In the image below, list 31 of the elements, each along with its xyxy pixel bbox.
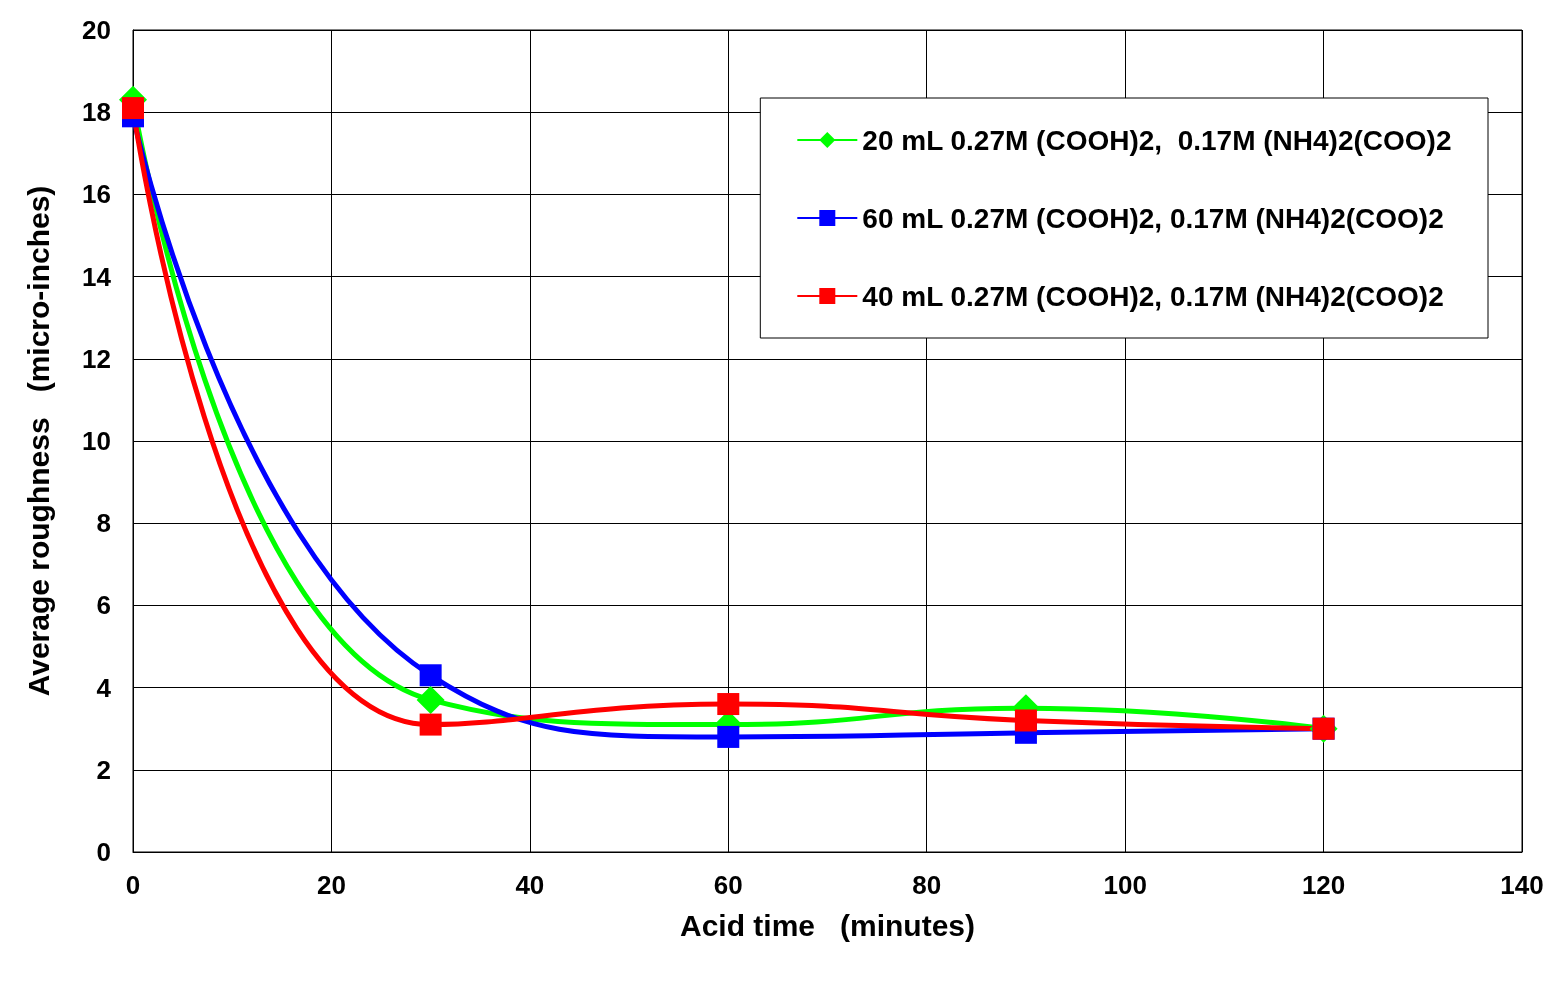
y-tick-label: 18 (82, 97, 111, 128)
point (717, 725, 740, 748)
x-tick-label: 40 (515, 870, 545, 900)
y-tick-label: 16 (82, 179, 111, 210)
y-tick-label: 2 (96, 754, 111, 785)
x-tick-label: 140 (1500, 870, 1544, 900)
y-tick-label: 4 (96, 672, 112, 703)
y-tick-label: 8 (96, 508, 111, 539)
y-tick-label: 20 (82, 15, 111, 45)
x-tick-label: 120 (1301, 870, 1346, 900)
y-tick-label: 10 (82, 426, 111, 456)
point (416, 685, 445, 714)
y-tick-label: 14 (82, 261, 112, 292)
point (419, 664, 442, 687)
legend-label: 40 mL 0.27M (COOH)2, 0.17M (NH4)2(COO)2 (862, 280, 1444, 312)
y-tick-label: 0 (96, 837, 111, 867)
x-tick-label: 20 (316, 870, 346, 900)
point (419, 713, 442, 736)
y-axis-title: Average roughness (micro-inches) (21, 185, 55, 697)
x-tick-label: 80 (912, 870, 942, 900)
y-tick-label: 6 (96, 590, 111, 621)
point (717, 693, 740, 716)
x-tick-label: 100 (1103, 870, 1147, 900)
legend-label: 60 mL 0.27M (COOH)2, 0.17M (NH4)2(COO)2 (862, 202, 1444, 234)
x-axis-title: Acid time (minutes) (679, 908, 976, 942)
point (1014, 709, 1037, 732)
y-tick-label: 12 (82, 343, 111, 374)
x-tick-label: 60 (713, 870, 743, 900)
x-tick-label: 0 (125, 870, 141, 900)
legend-label: 20 mL 0.27M (COOH)2, 0.17M (NH4)2(COO)2 (862, 124, 1452, 156)
point (122, 97, 144, 120)
